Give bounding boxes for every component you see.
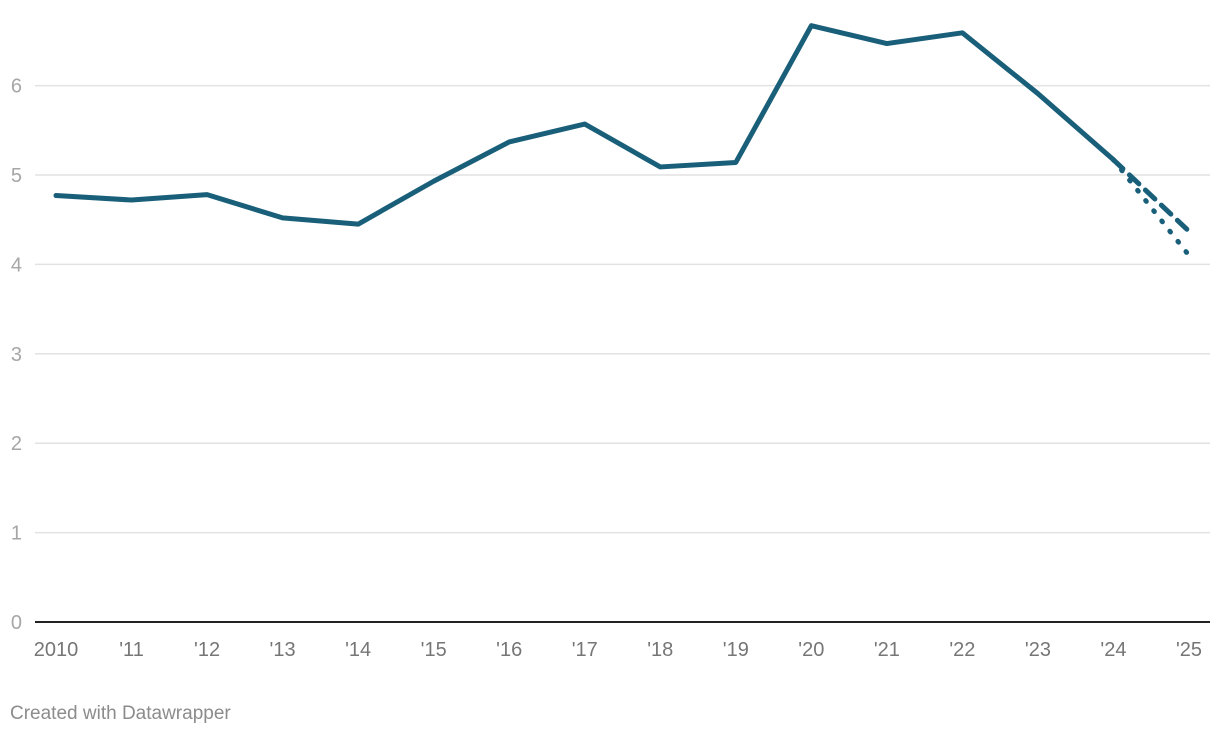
- x-tick-label: '24: [1100, 639, 1126, 661]
- x-tick-label: '16: [496, 639, 522, 661]
- x-tick-label: '25: [1176, 639, 1202, 661]
- x-tick-label: '19: [723, 639, 749, 661]
- x-tick-label: '15: [421, 639, 447, 661]
- projection-line-dashed: [1110, 157, 1192, 234]
- x-tick-label: '22: [949, 639, 975, 661]
- y-tick-label: 3: [11, 344, 22, 366]
- y-tick-label: 6: [11, 76, 22, 98]
- y-tick-label: 4: [11, 254, 22, 276]
- y-tick-label: 5: [11, 165, 22, 187]
- x-tick-label: '17: [572, 639, 598, 661]
- y-axis-ticks: 0 1 2 3 4 5 6: [11, 76, 22, 634]
- x-tick-label: 2010: [34, 639, 79, 661]
- x-tick-label: '11: [119, 639, 144, 661]
- x-tick-label: '23: [1025, 639, 1051, 661]
- x-axis-ticks: 2010 '11 '12 '13 '14 '15 '16 '17 '18 '19 '20 '21 '22…: [34, 639, 1202, 661]
- y-tick-label: 2: [11, 433, 22, 455]
- x-tick-label: '18: [647, 639, 673, 661]
- y-tick-label: 1: [11, 523, 22, 545]
- datawrapper-credit: Created with Datawrapper: [10, 703, 231, 724]
- x-tick-label: '14: [345, 639, 371, 661]
- grid-lines: [35, 84, 1210, 623]
- x-tick-label: '20: [798, 639, 824, 661]
- x-tick-label: '13: [270, 639, 296, 661]
- series-line-0: [53, 23, 1116, 227]
- x-tick-label: '12: [194, 639, 220, 661]
- series-layer: [53, 23, 1192, 258]
- projection-line-dotted: [1110, 157, 1192, 258]
- x-tick-label: '21: [874, 639, 900, 661]
- y-tick-label: 0: [11, 612, 22, 634]
